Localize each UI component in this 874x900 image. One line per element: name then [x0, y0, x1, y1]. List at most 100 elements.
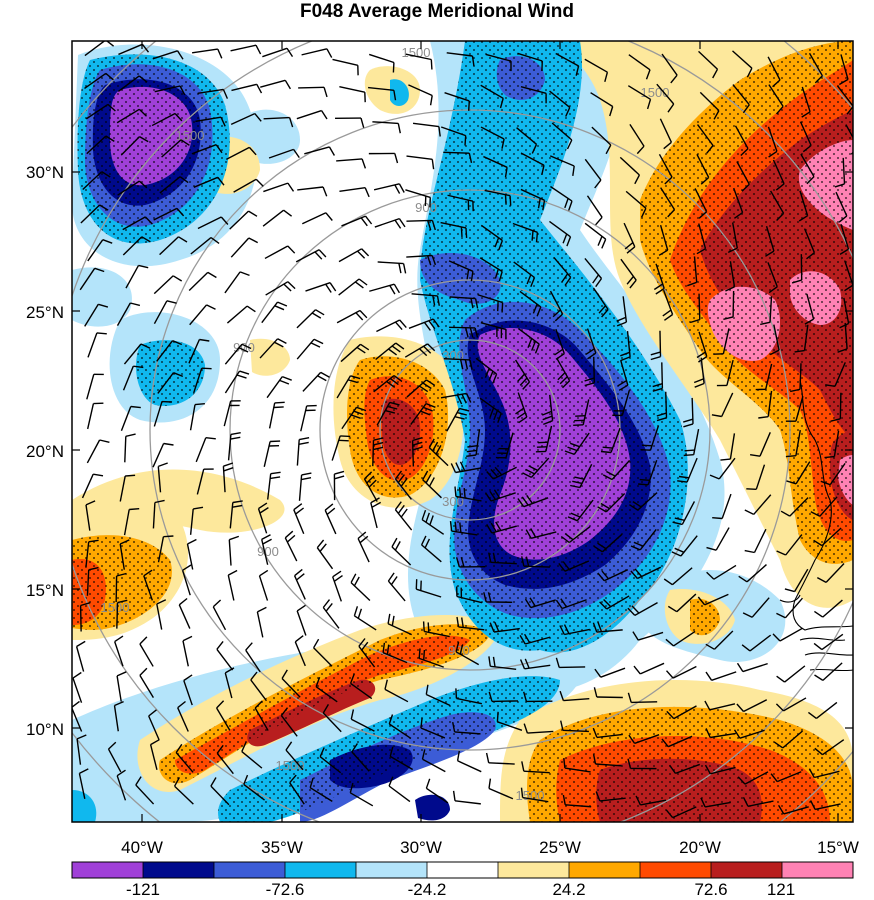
wind-barb: [660, 187, 676, 218]
wind-barb: [139, 636, 154, 667]
wind-barb: [749, 432, 771, 457]
lon-tick-label: 30°W: [400, 838, 442, 857]
wind-barb: [296, 338, 324, 360]
wind-barb: [696, 223, 707, 255]
wind-barb: [156, 340, 183, 362]
wind-barb: [658, 153, 673, 185]
wind-barb: [475, 357, 498, 384]
wind-barb: [189, 304, 216, 326]
wind-barb: [652, 362, 664, 392]
wind-barb: [772, 627, 803, 642]
wind-barb: [418, 648, 444, 668]
wind-barb: [446, 407, 470, 432]
wind-barb: [584, 222, 607, 249]
wind-barb: [790, 363, 802, 393]
ring-label: 900: [415, 200, 437, 215]
wind-barb: [591, 126, 612, 155]
wind-barb: [227, 432, 241, 461]
wind-barb: [801, 86, 811, 118]
wind-barb: [153, 207, 185, 221]
wind-barb: [700, 797, 731, 808]
wind-barb: [758, 390, 773, 419]
wind-barbs: [72, 41, 853, 819]
wind-barb: [197, 88, 229, 99]
wind-barb: [807, 701, 838, 719]
wind-barb: [300, 404, 317, 432]
wind-barb: [281, 669, 301, 698]
wind-barb: [387, 572, 406, 602]
wind-barb: [786, 461, 811, 485]
wind-barb: [627, 85, 652, 110]
wind-barb: [153, 300, 177, 324]
wind-barb: [627, 758, 657, 770]
wind-barb: [350, 709, 375, 732]
wind-barb: [553, 256, 572, 286]
wind-barb: [72, 671, 83, 703]
wind-barb: [86, 439, 110, 464]
wind-barb: [159, 176, 189, 194]
wind-barb: [555, 52, 580, 76]
wind-barb: [183, 674, 193, 706]
wind-barb: [477, 294, 504, 313]
wind-barb: [215, 700, 231, 731]
wind-barb: [483, 592, 513, 604]
lon-tick-label: 40°W: [121, 838, 163, 857]
wind-barb: [440, 126, 467, 146]
wind-barb: [339, 187, 370, 198]
wind-barb: [332, 58, 359, 76]
wind-barb: [671, 535, 698, 557]
wind-barb: [820, 462, 846, 486]
wind-barb: [767, 262, 778, 294]
wind-barb: [774, 730, 803, 749]
wind-barb: [737, 771, 769, 785]
wind-barb: [733, 187, 744, 219]
wind-barb: [706, 564, 737, 580]
colorbar-swatch: [143, 862, 215, 878]
wind-barb: [736, 699, 768, 713]
wind-barb: [744, 528, 767, 554]
wind-barb: [84, 72, 114, 89]
wind-barb: [153, 400, 173, 427]
wind-barb: [382, 642, 408, 664]
wind-barb: [479, 397, 502, 423]
wind-barb: [696, 124, 714, 154]
wind-barb: [699, 91, 720, 120]
wind-barb: [809, 800, 841, 811]
wind-barb: [336, 309, 368, 324]
wind-barb: [376, 319, 407, 333]
wind-barb: [656, 83, 675, 113]
wind-barb: [592, 287, 609, 318]
wind-barb: [156, 599, 167, 630]
wind-barb: [813, 527, 842, 547]
wind-barb: [785, 396, 804, 422]
wind-barb: [113, 700, 124, 732]
wind-barb: [814, 739, 845, 756]
wind-barb: [484, 489, 516, 502]
wind-barb: [519, 290, 542, 317]
ring-label: 1500: [641, 85, 670, 100]
wind-barb: [659, 118, 673, 150]
wind-barb: [406, 379, 436, 398]
wind-barb: [222, 462, 234, 493]
wind-barb: [550, 185, 573, 211]
wind-barb: [627, 692, 658, 704]
wind-barb: [115, 572, 127, 602]
wind-barb: [768, 84, 784, 115]
wind-barb: [196, 468, 214, 495]
colorbar-label: -72.6: [266, 880, 305, 899]
wind-barb: [350, 573, 371, 601]
wind-barb: [406, 155, 435, 170]
wind-barb: [193, 176, 225, 188]
wind-barb: [732, 84, 750, 114]
wind-barb: [517, 327, 540, 354]
wind-barb: [80, 204, 109, 224]
wind-barb: [250, 671, 267, 702]
wind-barb: [512, 222, 539, 243]
wind-barb: [594, 667, 626, 678]
wind-barb: [422, 470, 442, 499]
wind-barb: [804, 293, 815, 325]
wind-barb: [483, 155, 508, 178]
wind-barb: [149, 739, 160, 770]
wind-barb: [521, 761, 550, 774]
wind-barb: [85, 103, 116, 120]
